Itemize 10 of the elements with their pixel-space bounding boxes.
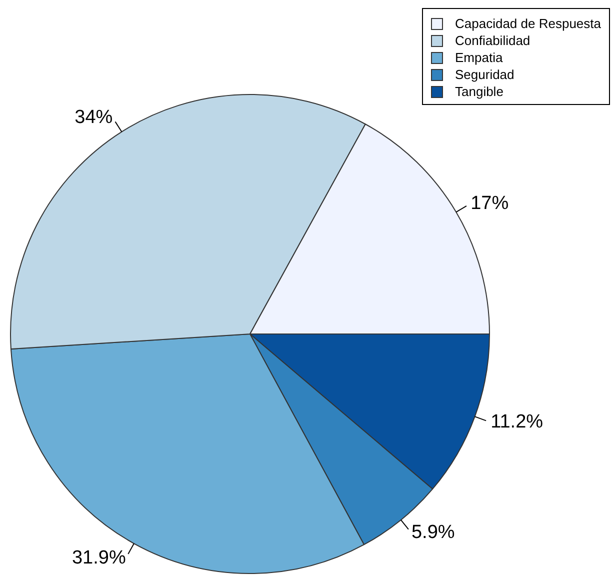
data-label: 17%	[470, 192, 509, 214]
data-label: 5.9%	[411, 522, 455, 544]
legend-label: Tangible	[455, 83, 504, 100]
data-label: 11.2%	[490, 412, 544, 433]
legend-label: Capacidad de Respuesta	[455, 15, 601, 32]
legend-label: Empatia	[455, 49, 503, 66]
legend-label: Confiabilidad	[455, 32, 530, 49]
data-label: 34%	[74, 106, 113, 128]
legend-label: Seguridad	[455, 66, 514, 83]
data-label: 31.9%	[72, 547, 126, 568]
